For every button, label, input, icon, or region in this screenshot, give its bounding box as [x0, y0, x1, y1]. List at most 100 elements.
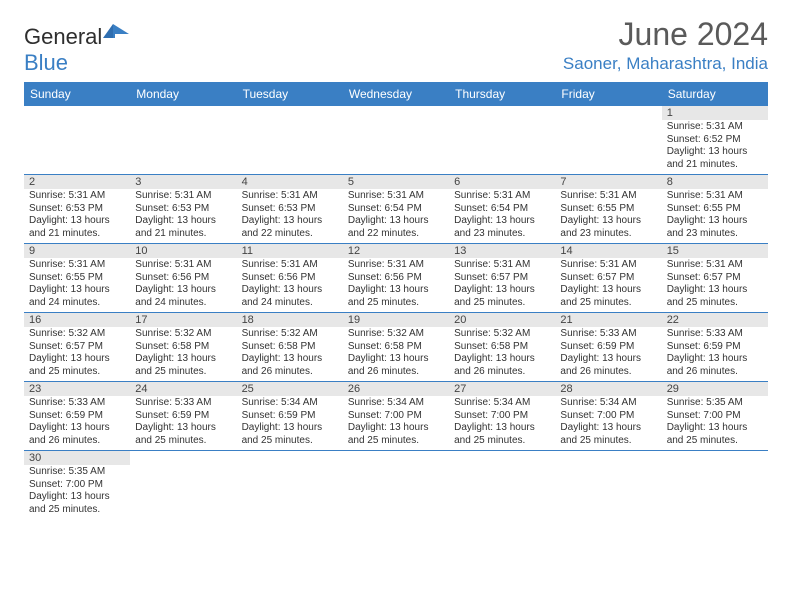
- brand-logo: GeneralBlue: [24, 24, 131, 76]
- daylight-text: Daylight: 13 hours and 24 minutes.: [242, 284, 338, 309]
- cell-body: Sunrise: 5:31 AMSunset: 6:56 PMDaylight:…: [237, 258, 343, 311]
- day-number: 15: [662, 244, 768, 258]
- sunset-text: Sunset: 6:58 PM: [242, 341, 338, 354]
- sunrise-text: Sunrise: 5:31 AM: [454, 190, 550, 203]
- sunrise-text: Sunrise: 5:32 AM: [242, 328, 338, 341]
- sunrise-text: Sunrise: 5:32 AM: [454, 328, 550, 341]
- cell-body: Sunrise: 5:32 AMSunset: 6:58 PMDaylight:…: [343, 327, 449, 380]
- week-row: 16Sunrise: 5:32 AMSunset: 6:57 PMDayligh…: [24, 313, 768, 382]
- calendar-cell-empty: [237, 451, 343, 519]
- day-header: Sunday: [24, 82, 130, 106]
- sunrise-text: Sunrise: 5:35 AM: [667, 397, 763, 410]
- day-number: 8: [662, 175, 768, 189]
- daylight-text: Daylight: 13 hours and 25 minutes.: [135, 353, 231, 378]
- sunset-text: Sunset: 6:52 PM: [667, 134, 763, 147]
- sunrise-text: Sunrise: 5:31 AM: [667, 190, 763, 203]
- cell-body: Sunrise: 5:31 AMSunset: 6:54 PMDaylight:…: [449, 189, 555, 242]
- day-number: 18: [237, 313, 343, 327]
- daylight-text: Daylight: 13 hours and 24 minutes.: [135, 284, 231, 309]
- header: GeneralBlue June 2024 Saoner, Maharashtr…: [24, 18, 768, 76]
- sunrise-text: Sunrise: 5:34 AM: [560, 397, 656, 410]
- daylight-text: Daylight: 13 hours and 26 minutes.: [29, 422, 125, 447]
- sunset-text: Sunset: 6:57 PM: [29, 341, 125, 354]
- calendar-cell-empty: [24, 106, 130, 174]
- day-number: 10: [130, 244, 236, 258]
- sunrise-text: Sunrise: 5:31 AM: [560, 190, 656, 203]
- calendar-cell-empty: [130, 106, 236, 174]
- sunset-text: Sunset: 6:56 PM: [348, 272, 444, 285]
- calendar-cell: 25Sunrise: 5:34 AMSunset: 6:59 PMDayligh…: [237, 382, 343, 450]
- calendar-cell: 24Sunrise: 5:33 AMSunset: 6:59 PMDayligh…: [130, 382, 236, 450]
- cell-body: Sunrise: 5:31 AMSunset: 6:57 PMDaylight:…: [555, 258, 661, 311]
- cell-body: Sunrise: 5:32 AMSunset: 6:58 PMDaylight:…: [130, 327, 236, 380]
- calendar-cell-empty: [449, 106, 555, 174]
- cell-body: Sunrise: 5:33 AMSunset: 6:59 PMDaylight:…: [662, 327, 768, 380]
- sunset-text: Sunset: 6:53 PM: [242, 203, 338, 216]
- sunrise-text: Sunrise: 5:31 AM: [560, 259, 656, 272]
- location-text: Saoner, Maharashtra, India: [563, 54, 768, 74]
- cell-body: Sunrise: 5:32 AMSunset: 6:57 PMDaylight:…: [24, 327, 130, 380]
- sunset-text: Sunset: 6:55 PM: [29, 272, 125, 285]
- cell-body: Sunrise: 5:31 AMSunset: 6:53 PMDaylight:…: [237, 189, 343, 242]
- sunset-text: Sunset: 6:58 PM: [454, 341, 550, 354]
- sunrise-text: Sunrise: 5:31 AM: [135, 190, 231, 203]
- day-number: 29: [662, 382, 768, 396]
- cell-body: Sunrise: 5:31 AMSunset: 6:55 PMDaylight:…: [662, 189, 768, 242]
- day-number: 4: [237, 175, 343, 189]
- sunset-text: Sunset: 6:59 PM: [560, 341, 656, 354]
- cell-body: Sunrise: 5:34 AMSunset: 7:00 PMDaylight:…: [555, 396, 661, 449]
- cell-body: Sunrise: 5:31 AMSunset: 6:53 PMDaylight:…: [130, 189, 236, 242]
- daylight-text: Daylight: 13 hours and 25 minutes.: [29, 491, 125, 516]
- sunset-text: Sunset: 7:00 PM: [560, 410, 656, 423]
- sunrise-text: Sunrise: 5:34 AM: [348, 397, 444, 410]
- sunrise-text: Sunrise: 5:31 AM: [667, 121, 763, 134]
- calendar-cell: 9Sunrise: 5:31 AMSunset: 6:55 PMDaylight…: [24, 244, 130, 312]
- day-number: 14: [555, 244, 661, 258]
- calendar-cell: 15Sunrise: 5:31 AMSunset: 6:57 PMDayligh…: [662, 244, 768, 312]
- cell-body: Sunrise: 5:31 AMSunset: 6:56 PMDaylight:…: [130, 258, 236, 311]
- sunset-text: Sunset: 6:59 PM: [242, 410, 338, 423]
- daylight-text: Daylight: 13 hours and 25 minutes.: [348, 422, 444, 447]
- calendar-cell: 26Sunrise: 5:34 AMSunset: 7:00 PMDayligh…: [343, 382, 449, 450]
- week-row: 23Sunrise: 5:33 AMSunset: 6:59 PMDayligh…: [24, 382, 768, 451]
- brand-text: GeneralBlue: [24, 24, 131, 76]
- calendar-cell: 13Sunrise: 5:31 AMSunset: 6:57 PMDayligh…: [449, 244, 555, 312]
- daylight-text: Daylight: 13 hours and 22 minutes.: [348, 215, 444, 240]
- calendar-cell: 27Sunrise: 5:34 AMSunset: 7:00 PMDayligh…: [449, 382, 555, 450]
- daylight-text: Daylight: 13 hours and 23 minutes.: [560, 215, 656, 240]
- brand-part1: General: [24, 24, 102, 49]
- sunset-text: Sunset: 6:59 PM: [667, 341, 763, 354]
- daylight-text: Daylight: 13 hours and 25 minutes.: [242, 422, 338, 447]
- week-row: 30Sunrise: 5:35 AMSunset: 7:00 PMDayligh…: [24, 451, 768, 519]
- calendar-cell: 19Sunrise: 5:32 AMSunset: 6:58 PMDayligh…: [343, 313, 449, 381]
- sunset-text: Sunset: 7:00 PM: [348, 410, 444, 423]
- sunset-text: Sunset: 6:59 PM: [135, 410, 231, 423]
- cell-body: Sunrise: 5:31 AMSunset: 6:52 PMDaylight:…: [662, 120, 768, 173]
- week-row: 1Sunrise: 5:31 AMSunset: 6:52 PMDaylight…: [24, 106, 768, 175]
- sunrise-text: Sunrise: 5:32 AM: [29, 328, 125, 341]
- calendar-cell-empty: [237, 106, 343, 174]
- calendar-cell-empty: [449, 451, 555, 519]
- sunset-text: Sunset: 6:53 PM: [135, 203, 231, 216]
- calendar-cell: 12Sunrise: 5:31 AMSunset: 6:56 PMDayligh…: [343, 244, 449, 312]
- sunset-text: Sunset: 7:00 PM: [454, 410, 550, 423]
- day-number: 28: [555, 382, 661, 396]
- day-number: 5: [343, 175, 449, 189]
- sunrise-text: Sunrise: 5:33 AM: [29, 397, 125, 410]
- day-header: Saturday: [662, 82, 768, 106]
- cell-body: Sunrise: 5:31 AMSunset: 6:56 PMDaylight:…: [343, 258, 449, 311]
- day-number: 23: [24, 382, 130, 396]
- sunrise-text: Sunrise: 5:35 AM: [29, 466, 125, 479]
- daylight-text: Daylight: 13 hours and 21 minutes.: [29, 215, 125, 240]
- day-number: 9: [24, 244, 130, 258]
- calendar-cell: 22Sunrise: 5:33 AMSunset: 6:59 PMDayligh…: [662, 313, 768, 381]
- day-number: 6: [449, 175, 555, 189]
- daylight-text: Daylight: 13 hours and 23 minutes.: [454, 215, 550, 240]
- sunrise-text: Sunrise: 5:31 AM: [667, 259, 763, 272]
- day-header: Tuesday: [237, 82, 343, 106]
- sunrise-text: Sunrise: 5:33 AM: [560, 328, 656, 341]
- daylight-text: Daylight: 13 hours and 26 minutes.: [560, 353, 656, 378]
- day-header: Friday: [555, 82, 661, 106]
- sunset-text: Sunset: 6:58 PM: [135, 341, 231, 354]
- cell-body: Sunrise: 5:34 AMSunset: 7:00 PMDaylight:…: [449, 396, 555, 449]
